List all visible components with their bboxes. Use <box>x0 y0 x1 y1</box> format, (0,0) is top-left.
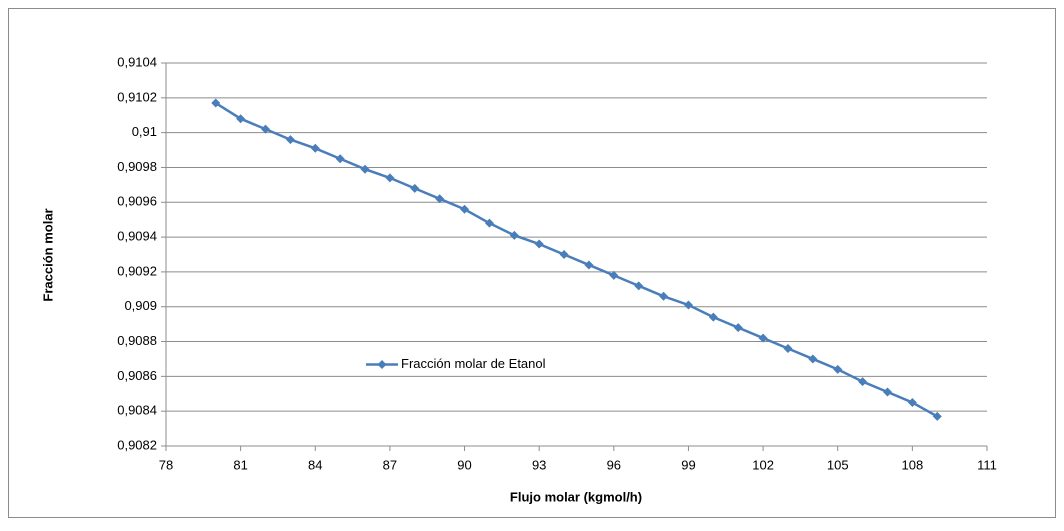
marker <box>335 154 345 164</box>
marker <box>261 124 271 134</box>
marker <box>484 218 494 228</box>
y-tick-label: 0,9084 <box>117 403 157 418</box>
y-tick-label: 0,9104 <box>117 54 157 69</box>
marker <box>733 323 743 333</box>
marker <box>783 344 793 354</box>
marker <box>211 98 221 108</box>
y-tick-label: 0,9094 <box>117 229 157 244</box>
x-tick-label: 108 <box>902 457 924 472</box>
x-tick-label: 81 <box>233 457 247 472</box>
marker <box>360 164 370 174</box>
y-tick-label: 0,9096 <box>117 194 157 209</box>
y-tick-label: 0,909 <box>124 298 157 313</box>
x-tick-label: 102 <box>752 457 774 472</box>
marker <box>758 333 768 343</box>
x-axis-title: Flujo molar (kgmol/h) <box>510 489 642 504</box>
y-tick-label: 0,9092 <box>117 263 157 278</box>
x-tick-label: 84 <box>308 457 322 472</box>
marker <box>808 354 818 364</box>
marker <box>833 364 843 374</box>
marker <box>634 281 644 291</box>
marker <box>858 377 868 387</box>
marker <box>559 250 569 259</box>
y-tick-label: 0,91 <box>132 124 157 139</box>
y-tick-label: 0,9086 <box>117 368 157 383</box>
x-tick-label: 96 <box>607 457 621 472</box>
marker <box>609 270 619 280</box>
x-tick-label: 90 <box>457 457 471 472</box>
marker <box>882 387 892 397</box>
y-tick-label: 0,9088 <box>117 333 157 348</box>
marker <box>310 143 320 153</box>
legend-label: Fracción molar de Etanol <box>401 356 546 371</box>
y-axis-title: Fracción molar <box>40 208 55 301</box>
marker <box>907 397 917 407</box>
marker <box>683 300 693 310</box>
x-tick-label: 78 <box>159 457 173 472</box>
x-tick-label: 99 <box>681 457 695 472</box>
marker <box>509 230 519 240</box>
line <box>215 101 938 418</box>
y-tick-label: 0,9082 <box>117 437 157 452</box>
marker <box>460 204 470 214</box>
marker <box>385 173 395 183</box>
marker <box>285 135 295 145</box>
x-tick-label: 93 <box>532 457 546 472</box>
y-tick-label: 0,9098 <box>117 159 157 174</box>
marker <box>534 239 544 249</box>
marker <box>708 312 718 322</box>
legend-marker <box>377 360 387 369</box>
marker <box>435 194 445 204</box>
marker <box>410 183 420 193</box>
x-tick-label: 105 <box>827 457 849 472</box>
marker <box>932 411 942 421</box>
x-tick-label: 87 <box>383 457 397 472</box>
chart-frame <box>8 8 1056 518</box>
x-tick-label: 111 <box>977 457 997 472</box>
marker <box>584 260 594 270</box>
y-tick-label: 0,9102 <box>117 89 157 104</box>
marker <box>236 114 246 124</box>
marker <box>659 291 669 301</box>
